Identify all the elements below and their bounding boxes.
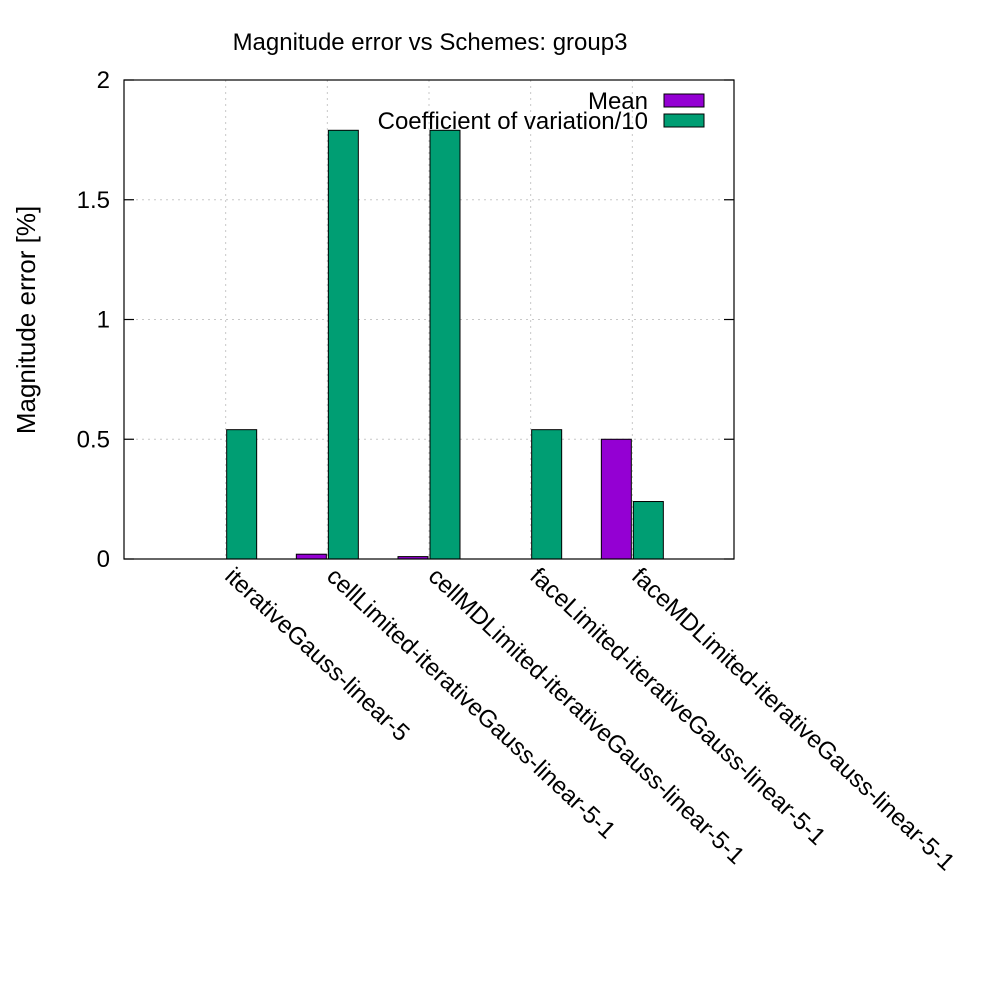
bar-cv-3 [531, 429, 563, 560]
chart-title: Magnitude error vs Schemes: group3 [233, 29, 628, 56]
legend-label: Mean [588, 88, 648, 115]
legend-swatch [663, 93, 705, 108]
bar-cv-1 [327, 129, 359, 560]
y-tick-label: 0 [97, 546, 110, 573]
y-tick-label: 1 [97, 307, 110, 334]
bar-mean-4 [600, 438, 632, 560]
bar-mean-1 [295, 553, 327, 560]
y-tick-label: 0.5 [77, 426, 110, 453]
legend-label: Coefficient of variation/10 [378, 108, 648, 135]
y-tick-label: 1.5 [77, 187, 110, 214]
x-category-label: iterativeGauss-linear-5 [220, 563, 415, 747]
grid-lines [124, 80, 734, 559]
bar-cv-4 [632, 501, 664, 560]
bars [226, 129, 664, 560]
legend-swatch [663, 113, 705, 128]
y-axis-label: Magnitude error [%] [11, 206, 41, 434]
bar-cv-2 [429, 129, 461, 560]
y-tick-label: 2 [97, 67, 110, 94]
y-axis-ticks: 0 0.5 1 1.5 2 [77, 67, 734, 573]
x-axis-category-labels: iterativeGauss-linear-5cellLimited-itera… [220, 563, 960, 877]
bar-cv-0 [226, 429, 258, 560]
